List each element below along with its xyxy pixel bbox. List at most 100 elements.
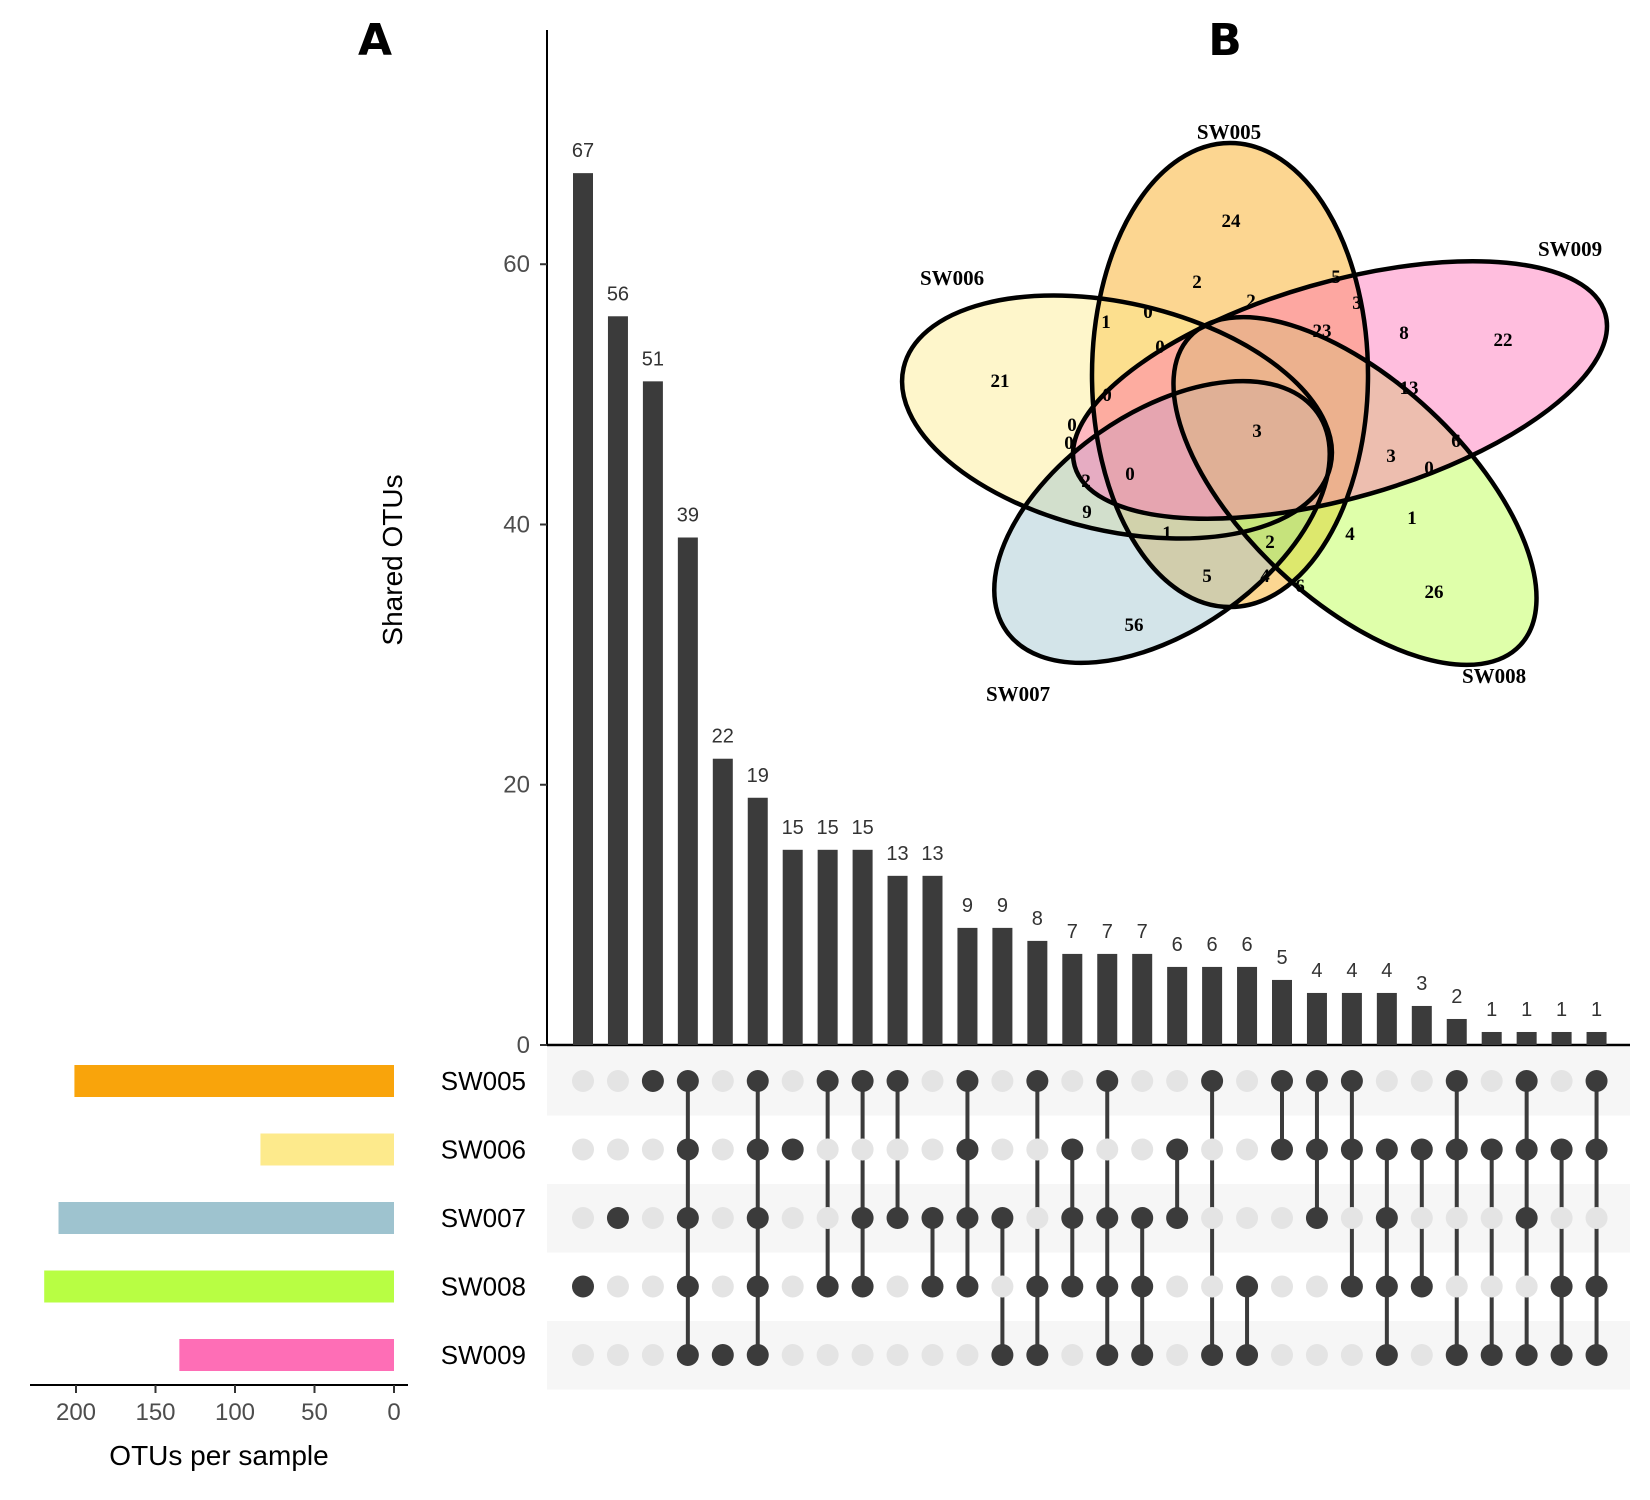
matrix-dot-empty xyxy=(816,1344,839,1366)
matrix-dot-filled xyxy=(676,1344,699,1366)
venn-region-value: 2 xyxy=(1265,532,1275,553)
bar-value-label: 2 xyxy=(1451,986,1462,1008)
matrix-dot-filled xyxy=(1585,1344,1608,1366)
matrix-dot-filled xyxy=(1585,1138,1608,1161)
venn-region-value: 26 xyxy=(1425,582,1444,603)
matrix-dot-empty xyxy=(1305,1275,1328,1298)
bar-value-label: 1 xyxy=(1591,999,1602,1021)
matrix-dot-empty xyxy=(1131,1070,1154,1092)
bar-value-label: 15 xyxy=(782,817,804,839)
venn-set-outline xyxy=(992,378,1332,666)
venn-region-value: 5 xyxy=(1331,267,1341,288)
set-size-chart: 200 150 100 50 0 OTUs per sample xyxy=(30,1065,408,1471)
set-size-axis-title: OTUs per sample xyxy=(109,1440,328,1471)
matrix-dot-empty xyxy=(711,1138,734,1161)
venn-set-label: SW007 xyxy=(986,682,1050,706)
venn-region-value: 0 xyxy=(1102,385,1112,406)
venn-region-value: 2 xyxy=(1192,272,1202,293)
matrix-dot-filled xyxy=(956,1138,979,1161)
bar-value-label: 6 xyxy=(1241,934,1252,956)
matrix-dot-empty xyxy=(781,1207,804,1229)
bar-value-label: 1 xyxy=(1486,999,1497,1021)
matrix-dot-empty xyxy=(1236,1138,1259,1161)
intersection-bar xyxy=(642,381,663,1045)
venn-region-value: 5 xyxy=(1202,566,1212,587)
matrix-dot-filled xyxy=(1026,1344,1049,1366)
matrix-dot-empty xyxy=(886,1275,909,1298)
matrix-dot-filled xyxy=(1096,1207,1119,1229)
matrix-dot-empty xyxy=(1131,1138,1154,1161)
y-axis-ticks: 0 20 40 60 xyxy=(503,251,547,1059)
venn-region-value: 0 xyxy=(1064,433,1074,454)
venn-region-value: 0 xyxy=(1155,337,1165,358)
intersection-bar xyxy=(607,316,628,1045)
bar-value-label: 6 xyxy=(1172,934,1183,956)
set-size-bars xyxy=(44,1065,394,1371)
intersection-bar xyxy=(992,927,1013,1045)
matrix-dot-filled xyxy=(956,1207,979,1229)
matrix-dot-empty xyxy=(711,1207,734,1229)
matrix-dot-filled xyxy=(1271,1070,1293,1092)
matrix-dot-empty xyxy=(711,1275,734,1298)
matrix-dot-filled xyxy=(746,1070,769,1092)
venn-region-value: 1 xyxy=(1162,523,1172,544)
matrix-dot-filled xyxy=(746,1138,769,1161)
venn-region-value: 56 xyxy=(1125,615,1144,636)
set-size-ticks: 200 150 100 50 0 xyxy=(56,1385,401,1426)
matrix-dot-empty xyxy=(641,1275,664,1298)
matrix-dot-filled xyxy=(1550,1344,1573,1366)
intersection-matrix xyxy=(572,1070,1608,1366)
matrix-dot-empty xyxy=(606,1344,629,1366)
matrix-dot-filled xyxy=(991,1207,1014,1229)
matrix-dot-empty xyxy=(1480,1070,1503,1092)
matrix-dot-filled xyxy=(1061,1275,1084,1298)
venn-region-value: 8 xyxy=(1399,323,1409,344)
venn-set-label: SW009 xyxy=(1538,237,1602,261)
matrix-dot-filled xyxy=(1096,1344,1119,1366)
matrix-dot-filled xyxy=(956,1070,979,1092)
matrix-dot-filled xyxy=(1166,1207,1189,1229)
matrix-dot-empty xyxy=(641,1207,664,1229)
matrix-dot-empty xyxy=(606,1070,629,1092)
matrix-dot-empty xyxy=(956,1344,979,1366)
matrix-dot-empty xyxy=(1166,1070,1189,1092)
matrix-dot-empty xyxy=(1271,1344,1293,1366)
bar-value-label: 13 xyxy=(921,843,943,865)
matrix-dot-filled xyxy=(1445,1344,1468,1366)
venn-region-value: 4 xyxy=(1260,566,1270,587)
matrix-dot-filled xyxy=(1375,1344,1398,1366)
venn-set-outline xyxy=(1070,259,1610,521)
venn-region-value: 0 xyxy=(1125,464,1135,485)
matrix-dot-empty xyxy=(572,1070,594,1092)
matrix-dot-filled xyxy=(746,1207,769,1229)
matrix-dot-empty xyxy=(1236,1207,1259,1229)
matrix-dot-filled xyxy=(851,1070,874,1092)
matrix-dot-filled xyxy=(676,1207,699,1229)
venn-set-fill xyxy=(1092,143,1368,607)
matrix-dot-empty xyxy=(1445,1275,1468,1298)
venn-region-value: 6 xyxy=(1295,576,1305,597)
matrix-dot-empty xyxy=(1026,1207,1049,1229)
matrix-dot-empty xyxy=(572,1138,594,1161)
matrix-dot-empty xyxy=(641,1344,664,1366)
y-tick-label: 60 xyxy=(503,251,530,278)
venn-region-value: 22 xyxy=(1494,330,1513,351)
matrix-dot-empty xyxy=(921,1138,944,1161)
matrix-dot-filled xyxy=(1131,1344,1154,1366)
set-name-label: SW005 xyxy=(441,1066,526,1096)
matrix-dot-empty xyxy=(991,1138,1014,1161)
venn-region-value: 2 xyxy=(1246,291,1256,312)
y-axis-title: Shared OTUs xyxy=(377,474,408,645)
venn-region-value: 23 xyxy=(1313,321,1332,342)
intersection-bar xyxy=(1586,1031,1607,1045)
matrix-dot-filled xyxy=(1550,1275,1573,1298)
bar-value-label: 22 xyxy=(712,726,734,748)
venn-set-label: SW006 xyxy=(920,266,984,290)
venn-set-outline xyxy=(1171,314,1539,668)
intersection-bar xyxy=(677,537,698,1045)
matrix-dot-empty xyxy=(1340,1344,1363,1366)
matrix-dot-filled xyxy=(921,1207,944,1229)
intersection-bar xyxy=(747,797,768,1045)
